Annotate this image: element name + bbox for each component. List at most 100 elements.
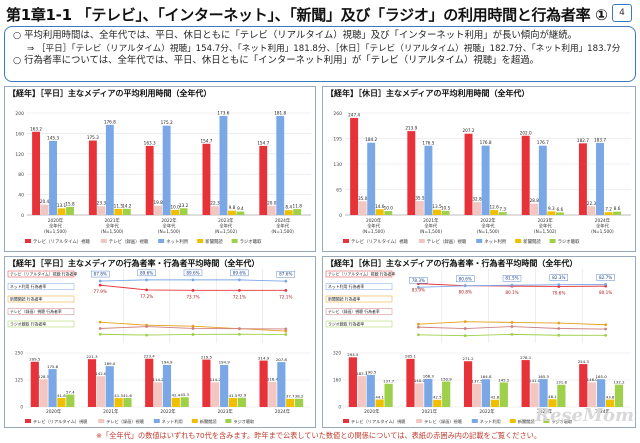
time-value-label: 166.3: [423, 374, 435, 379]
y-tick-label: 195: [333, 137, 342, 143]
time-bar-2: [220, 364, 229, 407]
rate-point: [417, 322, 420, 326]
category-label: 全年代: [219, 223, 233, 230]
category-label: (N=1,500): [420, 229, 443, 235]
legend-swatch: [515, 239, 522, 243]
page-title: 第1章1-1 「テレビ」、「インターネット」、「新聞」及び「ラジオ」の利用時間と…: [6, 6, 608, 24]
legend-swatch: [543, 419, 550, 423]
value-label: 9.3: [548, 206, 555, 211]
time-bar-4: [384, 383, 393, 407]
y-tick-label: 0: [339, 213, 342, 219]
rate-legend-label: ラジオ聴取 行為者率: [328, 322, 364, 327]
time-value-label: 194.9: [219, 360, 231, 365]
time-bar-1: [153, 382, 163, 407]
time-value-label: 43.8: [606, 394, 615, 399]
rate-point: [510, 325, 514, 328]
y-tick-label: 160: [15, 131, 24, 137]
time-bar-2: [277, 362, 286, 407]
legend-label: テレビ（録画）視聴: [109, 238, 149, 245]
legend-label: ラジオ聴取: [558, 238, 580, 245]
category-label: (N=1,502): [215, 229, 238, 235]
category-label: 2021年: [422, 408, 438, 415]
rate-point: [284, 329, 288, 333]
time-value-label: 175.6: [47, 364, 59, 369]
legend-swatch: [476, 239, 483, 243]
category-label: (N=1,500): [591, 229, 614, 235]
bar-4: [293, 209, 302, 215]
y-tick-label: 65: [336, 188, 342, 194]
legend-label: ネット利用: [166, 238, 188, 245]
y-tick-label: 0: [20, 405, 23, 410]
legend-label: ラジオ聴取: [551, 418, 573, 425]
value-label: 35.0: [358, 196, 368, 201]
category-label: 2020年: [364, 408, 380, 415]
rate-legend-label: 新聞閲読 行為者率: [328, 297, 360, 302]
rate-label-net: 81.5%: [505, 276, 518, 281]
time-bar-0: [259, 360, 268, 407]
category-label: 全年代: [276, 223, 290, 230]
time-bar-4: [614, 384, 624, 407]
time-value-label: 42.4: [171, 393, 180, 398]
weekday-rate-panel: 【経年】［平日］主なメディアの行為者率・行為者平均時間（全年代） 87.8% 89…: [4, 256, 316, 428]
time-value-label: 146.0: [587, 377, 599, 382]
rate-label-net: 82.3%: [552, 275, 565, 280]
category-label: 2023年: [218, 217, 234, 224]
rate-point: [510, 283, 514, 287]
bar-1: [358, 201, 367, 215]
time-value-label: 278.1: [520, 355, 532, 360]
rate-legend-label: ネット利用 行為者率: [10, 284, 46, 289]
rate-point: [145, 288, 149, 292]
rate-legend-box: [7, 270, 75, 278]
rate-label-box: [183, 269, 203, 277]
rate-label-box: [502, 275, 522, 282]
rate-label-tv: 80.1%: [505, 290, 518, 295]
summary-line-3: ○ 行為者率については、全年代では、平日、休日ともに「インターネット利用」が「テ…: [13, 55, 540, 66]
legend-swatch: [98, 419, 105, 423]
rate-label-box: [549, 274, 569, 281]
legend-swatch: [549, 239, 556, 243]
y-tick-label: 125: [15, 378, 23, 383]
category-label: 全年代: [482, 223, 496, 230]
time-bar-2: [597, 379, 606, 407]
time-bar-0: [87, 359, 97, 407]
rate-point: [604, 283, 607, 286]
category-label: 全年代: [539, 223, 553, 230]
legend-label: テレビ（リアルタイム）視聴: [33, 238, 91, 245]
time-value-label: 45.3: [180, 392, 189, 397]
rate-point: [510, 321, 514, 324]
y-tick-label: 0: [338, 405, 341, 410]
bar-0: [350, 117, 359, 215]
time-value-label: 114.2: [153, 377, 165, 382]
time-value-label: 141.0: [529, 378, 541, 383]
rate-point: [510, 332, 514, 336]
value-label: 14.6: [375, 204, 385, 209]
bar-3: [227, 210, 236, 215]
rate-legend-box: [7, 320, 75, 328]
bar-1: [40, 204, 49, 215]
time-value-label: 41.3: [114, 393, 123, 398]
holiday-avg-time-panel: 【経年】［休日］主なメディアの平均利用時間（全年代） 0 65 130 195 260 2…: [322, 86, 636, 252]
bar-1: [587, 206, 596, 215]
time-value-label: 214.9: [258, 355, 270, 360]
time-value-label: 137.7: [383, 379, 395, 384]
value-label: 10.5: [441, 205, 451, 210]
rate-legend-box: [7, 283, 75, 290]
time-value-label: 207.8: [276, 357, 288, 362]
time-bar-4: [499, 382, 508, 407]
bar-0: [521, 135, 530, 215]
rate-point: [238, 332, 241, 336]
time-bar-0: [463, 361, 473, 407]
time-bar-3: [490, 399, 499, 407]
rate-point: [463, 327, 467, 330]
bar-4: [441, 210, 450, 215]
time-bar-2: [48, 369, 57, 407]
bar-4: [613, 211, 622, 215]
time-value-label: 209.5: [29, 357, 41, 362]
rate-label-tv: 77.2%: [140, 294, 153, 299]
category-label: (N=1,500): [101, 229, 124, 235]
rate-label-tv: 72.1%: [279, 294, 292, 299]
holiday-avg-time-chart: 0 65 130 195 260 247.4 35.0 184.2 14.6 10.0 2020年全…: [333, 111, 631, 245]
summary-line-2: ⇒ ［平日］「テレビ（リアルタイム）視聴」154.7分、「ネット利用」181.8…: [27, 43, 621, 54]
bar-0: [88, 140, 97, 215]
value-label: 176.8: [480, 140, 492, 145]
